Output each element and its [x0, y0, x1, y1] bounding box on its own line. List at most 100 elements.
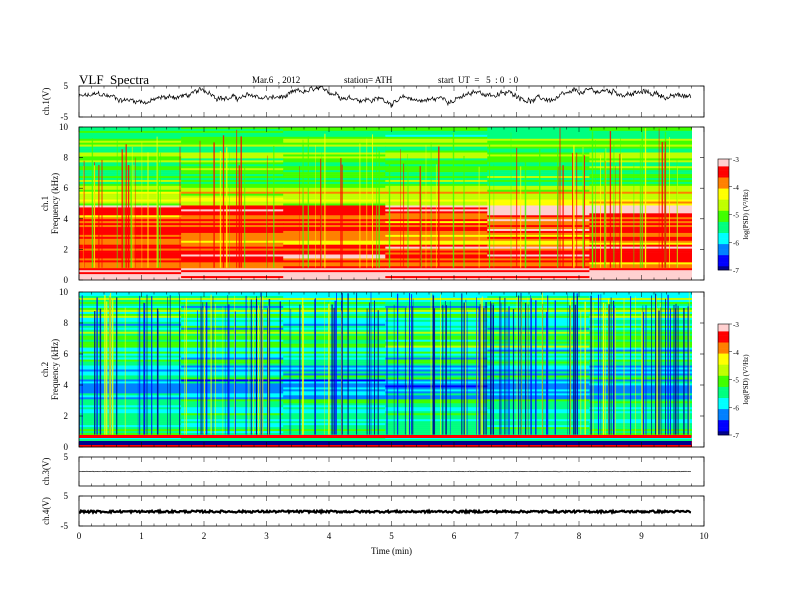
ch2-spectrogram-cell: [589, 359, 692, 362]
ch2-spectrogram-cell: [487, 303, 590, 307]
ch2-spectrogram-cell: [385, 305, 488, 309]
ch2-spectrogram-cell: [79, 389, 182, 392]
ch2-spectrogram-cell: [79, 311, 182, 315]
ch1-spectrogram-cell: [589, 127, 692, 130]
ch2-spectrogram-cell: [79, 359, 182, 362]
ch2-spectrogram-cell: [385, 371, 488, 374]
ch1-spectrogram-cell: [79, 179, 182, 183]
ch2-spectrogram-colorbar-cell: [718, 342, 729, 345]
ch2-spectrogram-cell: [487, 333, 590, 337]
ch2-spectrogram-cell: [487, 425, 590, 428]
ch1-spectrogram-cell: [283, 227, 386, 230]
ch2-spectrogram-cell: [589, 337, 692, 340]
ch2-spectrogram-cell: [589, 309, 692, 313]
ch2-spectrogram-cell: [181, 439, 284, 442]
ch2-spectrogram-cell: [385, 393, 488, 396]
ch1-spectrogram-colorbar-cell: [718, 234, 729, 237]
ch2-spectrogram-colorbar-cell: [718, 422, 729, 425]
ch2-spectrogram-cell: [181, 292, 284, 295]
x-tick-label: 3: [264, 531, 269, 541]
ch1-spectrogram-cell: [181, 246, 284, 249]
ch1-spectrogram-colorbar-cell: [718, 173, 729, 176]
ch2-spectrogram-cell: [589, 407, 692, 410]
ch1-spectrogram-cell: [487, 215, 590, 218]
ch2-spectrogram-colorbar-cell: [718, 390, 729, 393]
ch1-spectrogram-cell: [283, 219, 386, 222]
ch2-spectrogram-cell: [487, 437, 590, 440]
chart-title: VLF Spectra: [79, 72, 150, 87]
ch1-spectrogram-cell: [79, 246, 182, 249]
ch2-spectrogram-cell: [487, 417, 590, 420]
ch2-spectrogram-cell: [487, 305, 590, 309]
ch2-spectrogram-cell: [385, 433, 488, 436]
ch1-spectrogram-cell: [283, 178, 386, 181]
ch2-spectrogram-cell: [589, 315, 692, 319]
ch2-spectrogram-colorbar-cell: [718, 405, 729, 408]
ch2-spectrogram-cell: [181, 385, 284, 388]
ch2-spectrogram-cell: [181, 315, 284, 319]
ch1-spectrogram-cell: [283, 229, 386, 232]
ch1-spectrogram-cell: [181, 164, 284, 167]
ch1-spectrogram-cell: [487, 256, 590, 259]
ch1-spectrogram-cell: [79, 276, 182, 279]
ch1-spectrogram-cell: [385, 150, 488, 153]
ch2-spectrogram-cell: [181, 433, 284, 436]
ch2-spectrogram-cell: [79, 377, 182, 380]
ch2-spectrogram-cell: [79, 297, 182, 301]
ch2-spectrogram-cell: [385, 415, 488, 418]
ch1-spectrogram-cell: [79, 211, 182, 214]
ch2-spectrogram-cell: [385, 361, 488, 364]
ch1-spectrogram-cell: [487, 221, 590, 224]
ch1-spectrogram-colorbar-cell: [718, 238, 729, 241]
ch2-spectrogram-colorbar-cell: [718, 388, 729, 391]
ch1-spectrogram-cell: [487, 187, 590, 191]
ch1-spectrogram-cell: [487, 207, 590, 210]
ch1-spectrogram-cell: [79, 193, 182, 196]
ch1-spectrogram-cell: [283, 268, 386, 271]
ch1-spectrogram-cell: [79, 264, 182, 267]
ch2-spectrogram-cell: [181, 337, 284, 340]
ch2-spectrogram-cell: [79, 295, 182, 299]
ch1-spectrogram-cell: [487, 230, 590, 234]
ch2-spectrogram-cell: [589, 421, 692, 424]
ch1-spectrogram-colorbar-cell: [718, 214, 729, 217]
ch1-spectrogram-cell: [589, 274, 692, 277]
ch2-spectrogram-cell: [79, 403, 182, 406]
ch2-spectrogram-cell: [487, 433, 590, 436]
ch1-spectrogram-cell: [283, 266, 386, 269]
ch2-spectrogram-cell: [283, 301, 386, 305]
ch1-spectrogram-cell: [79, 252, 182, 255]
ch1-spectrogram-cell: [283, 144, 386, 147]
ch1-spectrogram-cell: [79, 168, 182, 171]
ch1-spectrogram-cell: [181, 144, 284, 147]
ch1-spectrogram-cell: [385, 142, 488, 145]
ch1-spectrogram-cell: [79, 128, 182, 132]
ch1-spectrogram-cell: [487, 158, 590, 161]
ch2-spectrogram-cell: [79, 329, 182, 333]
ch1-spectrogram-cell: [283, 272, 386, 275]
ch1-spectrogram-cell: [385, 154, 488, 157]
ch1-spectrogram-cell: [181, 236, 284, 240]
ch1-spectrogram-cell: [385, 146, 488, 149]
ch2-spectrogram-cell: [79, 407, 182, 410]
ch2-spectrogram-cell: [487, 385, 590, 388]
ch2-spectrogram-cell: [589, 371, 692, 374]
ch2-spectrogram-cell: [79, 343, 182, 346]
ch1-spectrogram-cell: [283, 162, 386, 165]
ch2-spectrogram-cell: [589, 333, 692, 337]
ch2-spectrogram-cell: [385, 367, 488, 370]
ch1-spectrogram-cell: [181, 148, 284, 151]
ch1-spectrogram-cell: [181, 203, 284, 206]
ch1-spectrogram-cell: [79, 181, 182, 185]
ch1-spectrogram-colorbar-cell: [718, 190, 729, 193]
ch1-spectrogram-cell: [181, 242, 284, 245]
ch2-spectrogram-ytick-label: 4: [64, 380, 69, 390]
ch2-spectrogram-cell: [385, 423, 488, 426]
ch1-spectrogram-cell: [79, 189, 182, 193]
ch2-spectrogram-colorbar-cell: [718, 377, 729, 380]
ch1-spectrogram-cell: [283, 160, 386, 163]
ch2-spectrogram-cell: [79, 341, 182, 344]
ch2-spectrogram-cell: [487, 341, 590, 344]
ch1-spectrogram-cell: [181, 258, 284, 261]
